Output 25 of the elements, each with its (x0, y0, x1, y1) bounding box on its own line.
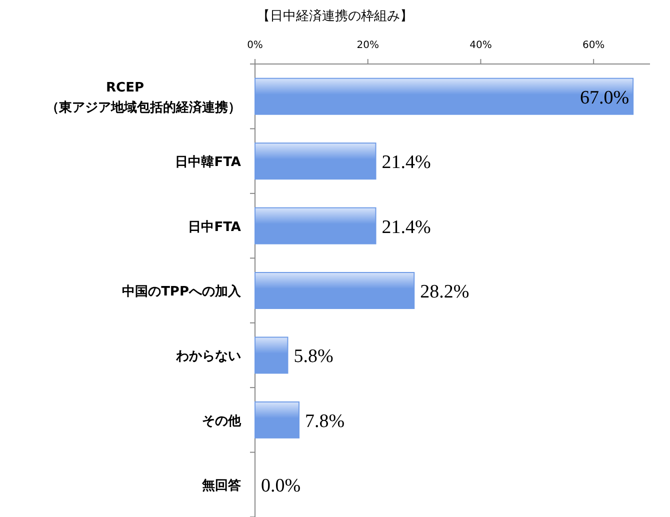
y-tick-label: RCEP （東アジア地域包括的経済連携） (46, 80, 241, 116)
bar (254, 401, 300, 438)
data-label: 67.0% (580, 87, 630, 108)
bar (254, 142, 376, 180)
y-tick-label: 日中FTA (188, 220, 241, 235)
data-label: 5.8% (294, 346, 334, 368)
x-tick-label: 60% (582, 40, 605, 51)
x-tick-label: 0% (247, 40, 263, 51)
data-label: 7.8% (305, 410, 345, 432)
x-tick-label: 20% (356, 40, 379, 51)
x-tick-label: 40% (470, 40, 492, 51)
y-tick-label: わからない (175, 349, 241, 364)
data-label: 0.0% (261, 476, 301, 497)
y-tick-label: 中国のTPPへの加入 (122, 284, 242, 300)
data-label: 21.4% (382, 152, 432, 174)
chart-title: 【日中経済連携の枠組み】 (257, 8, 413, 24)
bar (254, 336, 288, 374)
bar (254, 78, 634, 115)
y-tick-label: 日中韓FTA (175, 155, 241, 170)
data-label: 21.4% (382, 216, 432, 238)
data-label: 28.2% (420, 282, 470, 302)
y-tick-label: その他 (202, 414, 242, 429)
bar (254, 207, 376, 244)
y-tick-label: 無回答 (201, 478, 241, 494)
bar (254, 272, 415, 309)
